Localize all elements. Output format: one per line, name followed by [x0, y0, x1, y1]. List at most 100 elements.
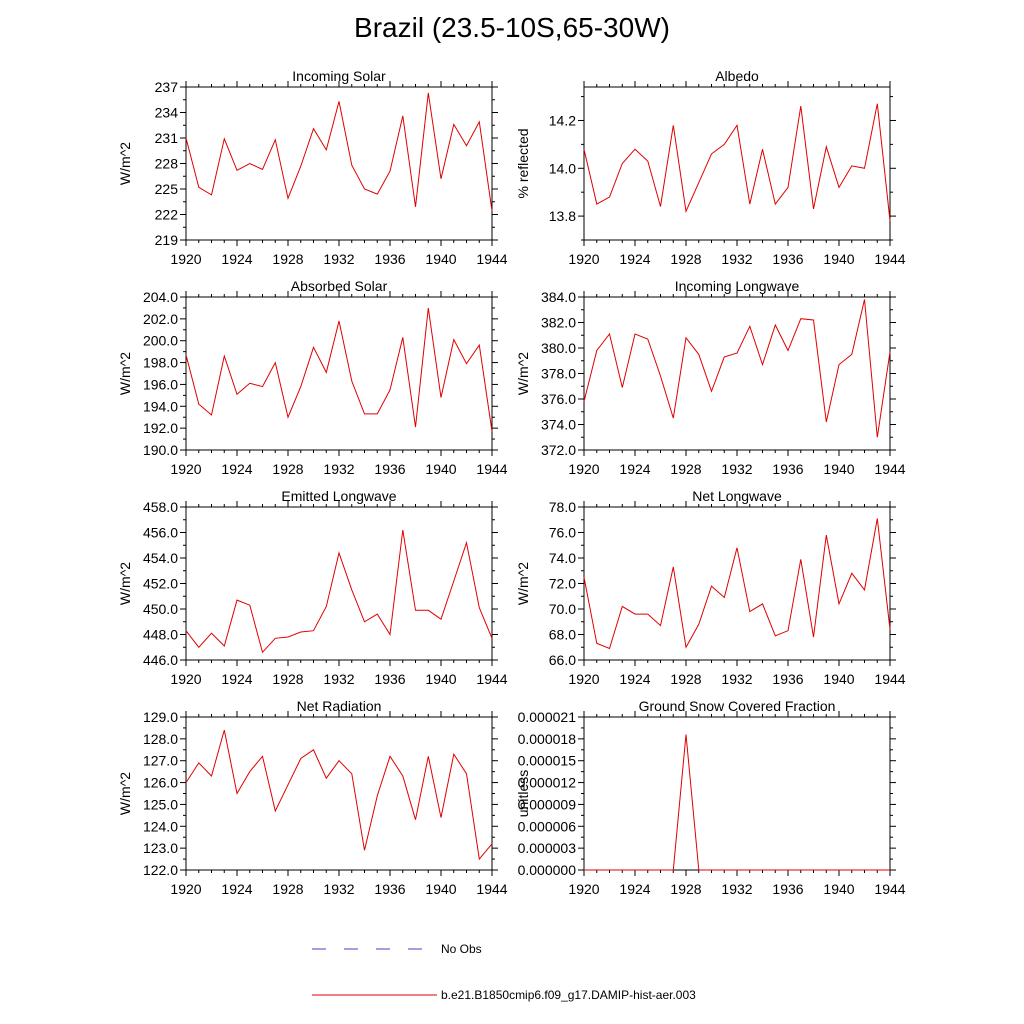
x-tick-label: 1940: [823, 671, 854, 687]
y-tick-label: 13.8: [549, 208, 576, 224]
x-tick-label: 1944: [874, 251, 905, 267]
legend-line-dashed: [312, 948, 437, 950]
x-tick-label: 1932: [323, 881, 354, 897]
y-tick-label: 0.000018: [518, 731, 577, 747]
y-tick-label: 200.0: [143, 333, 178, 349]
series-line: [185, 92, 493, 212]
plot-frame: [583, 506, 891, 661]
y-tick-label: 66.0: [549, 652, 576, 668]
plot-frame: [185, 506, 493, 661]
y-tick-label: 372.0: [541, 442, 576, 458]
series-line: [583, 299, 891, 438]
y-tick-label: 0.000015: [518, 753, 577, 769]
x-tick-label: 1936: [374, 251, 405, 267]
x-tick-label: 1944: [476, 461, 507, 477]
panel-title: Net Radiation: [297, 698, 382, 714]
x-tick-label: 1924: [221, 881, 252, 897]
y-tick-label: 122.0: [143, 862, 178, 878]
legend-label-model-run: b.e21.B1850cmip6.f09_g17.DAMIP-hist-aer.…: [441, 988, 696, 1002]
x-tick-label: 1920: [568, 881, 599, 897]
panel-ground-snow-covered-fraction: Ground Snow Covered Fraction unitless 1920…: [515, 698, 906, 897]
x-tick-label: 1944: [476, 251, 507, 267]
y-tick-label: 128.0: [143, 731, 178, 747]
series-line: [584, 734, 890, 871]
y-tick-label: 127.0: [143, 753, 178, 769]
y-tick-label: 126.0: [143, 775, 178, 791]
legend-line-solid: [312, 994, 437, 996]
y-tick-label: 190.0: [143, 442, 178, 458]
y-tick-label: 228: [155, 156, 179, 172]
x-tick-label: 1924: [221, 671, 252, 687]
y-tick-label: 204.0: [143, 289, 178, 305]
series-line: [583, 518, 891, 650]
panel-title: Incoming Longwave: [675, 278, 800, 294]
y-tick-label: 222: [155, 207, 179, 223]
x-tick-label: 1936: [772, 881, 803, 897]
y-tick-label: 219: [155, 232, 179, 248]
panel-incoming-longwave: Incoming Longwave W/m^2 1920 1924 1928 1932 19…: [515, 278, 906, 477]
y-axis-label: W/m^2: [515, 562, 531, 605]
panel-incoming-solar: Incoming Solar W/m^2 1920 1924 1928 1932 1936 1…: [117, 68, 508, 267]
series-line: [185, 729, 493, 861]
x-tick-label: 1928: [272, 461, 303, 477]
y-axis-label: W/m^2: [117, 142, 133, 185]
y-tick-label: 123.0: [143, 840, 178, 856]
x-tick-label: 1936: [374, 461, 405, 477]
x-tick-label: 1932: [721, 251, 752, 267]
x-tick-label: 1932: [721, 881, 752, 897]
x-tick-label: 1936: [374, 671, 405, 687]
y-tick-label: 78.0: [549, 499, 576, 515]
y-tick-label: 382.0: [541, 315, 576, 331]
y-tick-label: 452.0: [143, 576, 178, 592]
y-tick-label: 446.0: [143, 652, 178, 668]
y-tick-label: 454.0: [143, 550, 178, 566]
x-tick-label: 1932: [721, 671, 752, 687]
y-axis-label: W/m^2: [117, 352, 133, 395]
x-tick-label: 1924: [619, 251, 650, 267]
x-tick-label: 1936: [772, 251, 803, 267]
panel-title: Albedo: [715, 68, 759, 84]
panel-title: Emitted Longwave: [281, 488, 396, 504]
x-tick-label: 1920: [568, 671, 599, 687]
y-tick-label: 202.0: [143, 311, 178, 327]
panel-absorbed-solar: Absorbed Solar W/m^2 1920 1924 1928 1932 1936 1…: [117, 278, 508, 477]
x-tick-label: 1920: [170, 461, 201, 477]
series-line: [185, 307, 493, 432]
panel-title: Incoming Solar: [292, 68, 386, 84]
y-tick-label: 70.0: [549, 601, 576, 617]
y-axis-label: W/m^2: [117, 772, 133, 815]
panel-title: Net Longwave: [692, 488, 782, 504]
panel-title: Ground Snow Covered Fraction: [639, 698, 836, 714]
x-tick-label: 1940: [823, 461, 854, 477]
x-tick-label: 1928: [272, 881, 303, 897]
y-tick-label: 456.0: [143, 525, 178, 541]
x-tick-label: 1920: [568, 251, 599, 267]
y-tick-label: 129.0: [143, 709, 178, 725]
x-tick-label: 1944: [874, 671, 905, 687]
x-tick-label: 1924: [619, 671, 650, 687]
x-tick-label: 1936: [772, 671, 803, 687]
x-tick-label: 1924: [619, 461, 650, 477]
plot-frame: [583, 716, 891, 871]
plot-frame: [583, 296, 891, 451]
y-tick-label: 448.0: [143, 627, 178, 643]
y-tick-label: 0.000003: [518, 840, 577, 856]
panel-net-longwave: Net Longwave W/m^2 1920 1924 1928 1932 1936 194…: [515, 488, 906, 687]
x-tick-label: 1944: [476, 671, 507, 687]
x-tick-label: 1932: [323, 251, 354, 267]
x-tick-label: 1932: [323, 671, 354, 687]
y-tick-label: 374.0: [541, 417, 576, 433]
panel-net-radiation: Net Radiation W/m^2 1920 1924 1928 1932 1936 19…: [117, 698, 508, 897]
x-tick-label: 1920: [170, 671, 201, 687]
y-tick-label: 458.0: [143, 499, 178, 515]
x-tick-label: 1924: [221, 461, 252, 477]
x-tick-label: 1928: [670, 881, 701, 897]
y-tick-label: 378.0: [541, 366, 576, 382]
y-tick-label: 450.0: [143, 601, 178, 617]
y-tick-label: 0.000012: [518, 775, 577, 791]
y-tick-label: 234: [155, 105, 179, 121]
x-tick-label: 1924: [221, 251, 252, 267]
y-tick-label: 0.000006: [518, 818, 577, 834]
y-tick-label: 198.0: [143, 355, 178, 371]
